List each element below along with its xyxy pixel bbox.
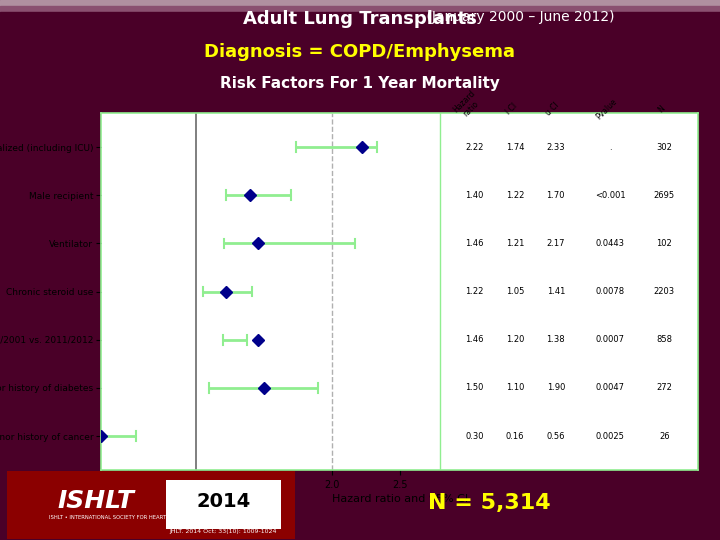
Text: <0.001: <0.001 bbox=[595, 191, 626, 200]
Text: 1.21: 1.21 bbox=[506, 239, 524, 248]
Text: 1.38: 1.38 bbox=[546, 335, 565, 345]
Text: 858: 858 bbox=[657, 335, 672, 345]
Text: 102: 102 bbox=[657, 239, 672, 248]
Text: 1.70: 1.70 bbox=[546, 191, 565, 200]
Text: 0.56: 0.56 bbox=[546, 431, 565, 441]
FancyBboxPatch shape bbox=[7, 471, 295, 538]
Text: 1.41: 1.41 bbox=[546, 287, 565, 296]
Text: 2.22: 2.22 bbox=[465, 143, 484, 152]
Text: (January 2000 – June 2012): (January 2000 – June 2012) bbox=[422, 10, 615, 24]
Text: 2.33: 2.33 bbox=[546, 143, 565, 152]
Bar bbox=[0, 6, 720, 12]
Text: 1.20: 1.20 bbox=[506, 335, 524, 345]
Text: 26: 26 bbox=[659, 431, 670, 441]
Text: 0.16: 0.16 bbox=[505, 431, 524, 441]
Text: JHLT. 2014 Oct; 33(10): 1009-1024: JHLT. 2014 Oct; 33(10): 1009-1024 bbox=[169, 529, 277, 534]
Text: 1.05: 1.05 bbox=[506, 287, 524, 296]
Text: 2203: 2203 bbox=[654, 287, 675, 296]
Text: 2.17: 2.17 bbox=[546, 239, 565, 248]
FancyBboxPatch shape bbox=[166, 481, 281, 529]
Text: 1.50: 1.50 bbox=[465, 383, 484, 393]
Text: Risk Factors For 1 Year Mortality: Risk Factors For 1 Year Mortality bbox=[220, 76, 500, 91]
Text: 2695: 2695 bbox=[654, 191, 675, 200]
Text: Diagnosis = COPD/Emphysema: Diagnosis = COPD/Emphysema bbox=[204, 43, 516, 61]
Text: ISHLT • INTERNATIONAL SOCIETY FOR HEART AND LUNG TRANSPLANTATION: ISHLT • INTERNATIONAL SOCIETY FOR HEART … bbox=[49, 515, 246, 520]
Text: 1.10: 1.10 bbox=[506, 383, 524, 393]
Text: 1.22: 1.22 bbox=[506, 191, 524, 200]
X-axis label: Hazard ratio and 95% CI: Hazard ratio and 95% CI bbox=[331, 494, 468, 504]
Text: 0.0047: 0.0047 bbox=[595, 383, 625, 393]
Text: N = 5,314: N = 5,314 bbox=[428, 494, 551, 514]
Text: 0.30: 0.30 bbox=[465, 431, 484, 441]
Text: 0.0443: 0.0443 bbox=[595, 239, 625, 248]
Text: 272: 272 bbox=[657, 383, 672, 393]
Text: 1.46: 1.46 bbox=[465, 335, 484, 345]
Text: 1.46: 1.46 bbox=[465, 239, 484, 248]
Text: 1.22: 1.22 bbox=[465, 287, 484, 296]
Text: 0.0025: 0.0025 bbox=[595, 431, 624, 441]
Text: N: N bbox=[656, 104, 667, 114]
Text: 0.0078: 0.0078 bbox=[595, 287, 625, 296]
Text: l CI: l CI bbox=[505, 102, 519, 117]
Text: u CI: u CI bbox=[544, 101, 561, 118]
Text: 302: 302 bbox=[657, 143, 672, 152]
Text: ISHLT: ISHLT bbox=[58, 489, 135, 514]
Text: Pvalue: Pvalue bbox=[595, 97, 619, 122]
Text: 1.90: 1.90 bbox=[546, 383, 565, 393]
Text: 1.74: 1.74 bbox=[505, 143, 524, 152]
Bar bbox=[0, 12, 720, 17]
Bar bbox=[0, 0, 720, 6]
Text: Adult Lung Transplants: Adult Lung Transplants bbox=[243, 10, 477, 28]
Text: 1.40: 1.40 bbox=[465, 191, 484, 200]
Text: 0.0007: 0.0007 bbox=[595, 335, 625, 345]
Text: .: . bbox=[609, 143, 611, 152]
Text: Hazard
ratio: Hazard ratio bbox=[451, 89, 484, 122]
Text: 2014: 2014 bbox=[196, 492, 251, 511]
